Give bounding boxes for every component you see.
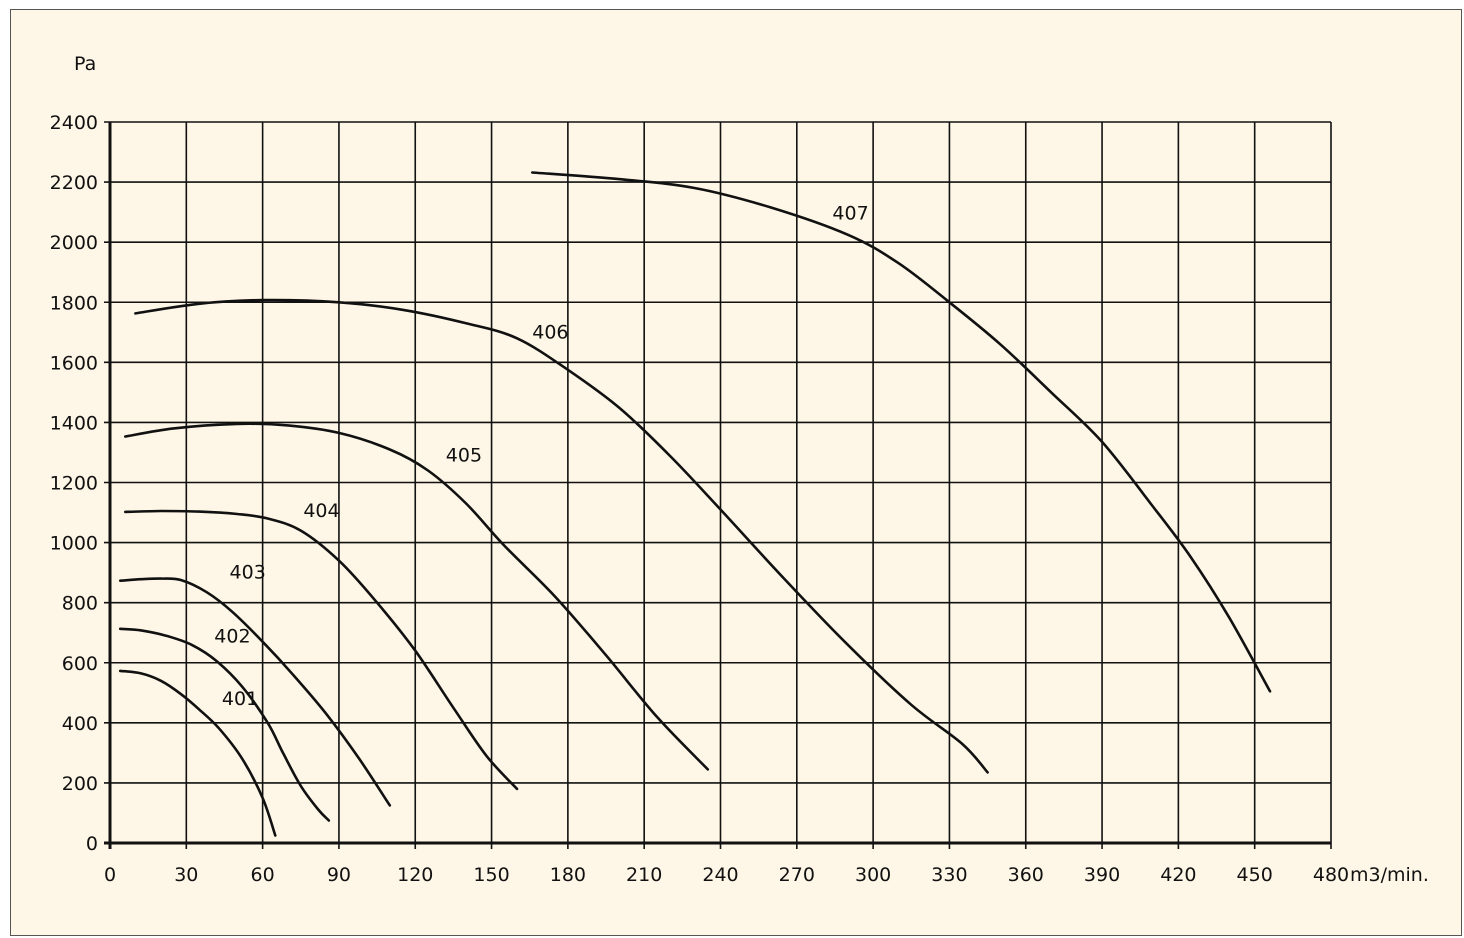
- y-unit-label: Pa: [74, 53, 96, 75]
- x-tick-label: 30: [174, 864, 198, 886]
- x-tick-label: 300: [855, 864, 891, 886]
- y-tick-label: 2200: [50, 172, 98, 194]
- y-tick-label: 1200: [50, 473, 98, 495]
- x-tick-label: 330: [931, 864, 967, 886]
- series-line-407: [531, 171, 1272, 693]
- x-tick-label: 270: [779, 864, 815, 886]
- series-label-401: 401: [222, 688, 258, 710]
- series-label-402: 402: [214, 625, 250, 647]
- series-line-406: [134, 298, 989, 774]
- series: [118, 171, 1272, 837]
- y-tick-label: 1600: [50, 352, 98, 374]
- x-tick-label: 90: [327, 864, 351, 886]
- x-tick-label: 390: [1084, 864, 1120, 886]
- series-line-403: [118, 577, 392, 807]
- y-tick-label: 0: [86, 833, 98, 855]
- x-tick-label: 0: [104, 864, 116, 886]
- y-tick-label: 1400: [50, 412, 98, 434]
- series-label-404: 404: [303, 500, 339, 522]
- x-tick-label: 240: [702, 864, 738, 886]
- series-line-402: [118, 627, 331, 822]
- x-tick-label: 120: [397, 864, 433, 886]
- y-tick-label: 2000: [50, 232, 98, 254]
- x-tick-label: 150: [473, 864, 509, 886]
- series-label-406: 406: [532, 321, 568, 343]
- y-tick-label: 2400: [50, 112, 98, 134]
- x-tick-label: 480: [1313, 864, 1349, 886]
- y-tick-label: 400: [62, 713, 98, 735]
- y-tick-label: 1800: [50, 292, 98, 314]
- y-tick-label: 600: [62, 653, 98, 675]
- series-labels: 401 402 403 404 405 406 407: [214, 203, 868, 710]
- x-tick-label: 420: [1160, 864, 1196, 886]
- x-tick-label: 210: [626, 864, 662, 886]
- x-unit-label: m3/min.: [1350, 864, 1429, 886]
- y-tick-label: 200: [62, 773, 98, 795]
- series-line-404: [124, 509, 519, 791]
- y-tick-label: 1000: [50, 533, 98, 555]
- series-line-401: [118, 669, 277, 837]
- x-tick-label: 450: [1237, 864, 1273, 886]
- x-tick-label: 360: [1008, 864, 1044, 886]
- series-label-403: 403: [230, 562, 266, 584]
- y-tick-label: 800: [62, 593, 98, 615]
- tick-labels: 0 30 60 90 120 150 180 210 240 270 300 330 360 390 420…: [50, 112, 1349, 886]
- x-tick-label: 180: [550, 864, 586, 886]
- series-label-407: 407: [832, 203, 868, 225]
- series-line-405: [124, 422, 710, 771]
- series-label-405: 405: [446, 444, 482, 466]
- grid: [104, 121, 1332, 849]
- chart-frame: [10, 9, 1462, 936]
- x-tick-label: 60: [251, 864, 275, 886]
